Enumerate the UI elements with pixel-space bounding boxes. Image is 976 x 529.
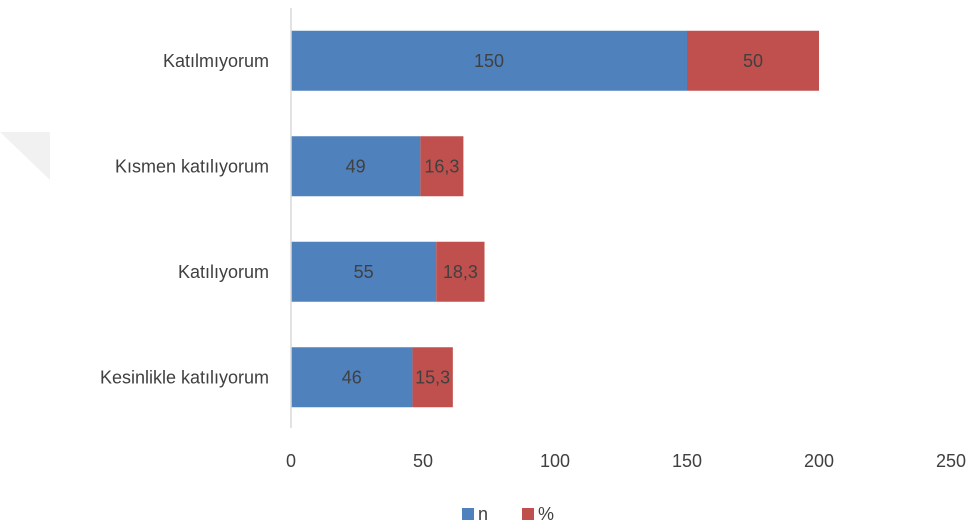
x-tick-label: 200 bbox=[804, 451, 834, 471]
data-label: 55 bbox=[354, 262, 374, 282]
category-label: Kısmen katılıyorum bbox=[115, 156, 269, 176]
data-label: 46 bbox=[342, 367, 362, 387]
legend: n% bbox=[462, 504, 554, 524]
bar-segment-n bbox=[291, 30, 687, 91]
bar-segment-percent bbox=[412, 347, 453, 408]
corner-decoration bbox=[0, 132, 50, 180]
data-label: 18,3 bbox=[443, 262, 478, 282]
data-label: 16,3 bbox=[424, 156, 459, 176]
bar-segment-n bbox=[291, 241, 437, 302]
legend-swatch bbox=[522, 508, 534, 520]
bar-segment-n bbox=[291, 136, 421, 197]
bar-segment-percent bbox=[687, 30, 819, 91]
data-label: 15,3 bbox=[415, 367, 450, 387]
legend-label: n bbox=[478, 504, 488, 524]
legend-label: % bbox=[538, 504, 554, 524]
data-label: 150 bbox=[474, 51, 504, 71]
x-tick-label: 150 bbox=[672, 451, 702, 471]
data-label: 50 bbox=[743, 51, 763, 71]
category-label: Katılmıyorum bbox=[163, 51, 269, 71]
x-tick-label: 250 bbox=[936, 451, 966, 471]
x-tick-label: 50 bbox=[413, 451, 433, 471]
category-label: Kesinlikle katılıyorum bbox=[100, 367, 269, 387]
bar-segment-n bbox=[291, 347, 413, 408]
category-label: Katılıyorum bbox=[178, 262, 269, 282]
bar-segment-percent bbox=[420, 136, 464, 197]
bar-segment-percent bbox=[436, 241, 485, 302]
x-tick-label: 100 bbox=[540, 451, 570, 471]
data-label: 49 bbox=[346, 156, 366, 176]
x-tick-label: 0 bbox=[286, 451, 296, 471]
legend-swatch bbox=[462, 508, 474, 520]
